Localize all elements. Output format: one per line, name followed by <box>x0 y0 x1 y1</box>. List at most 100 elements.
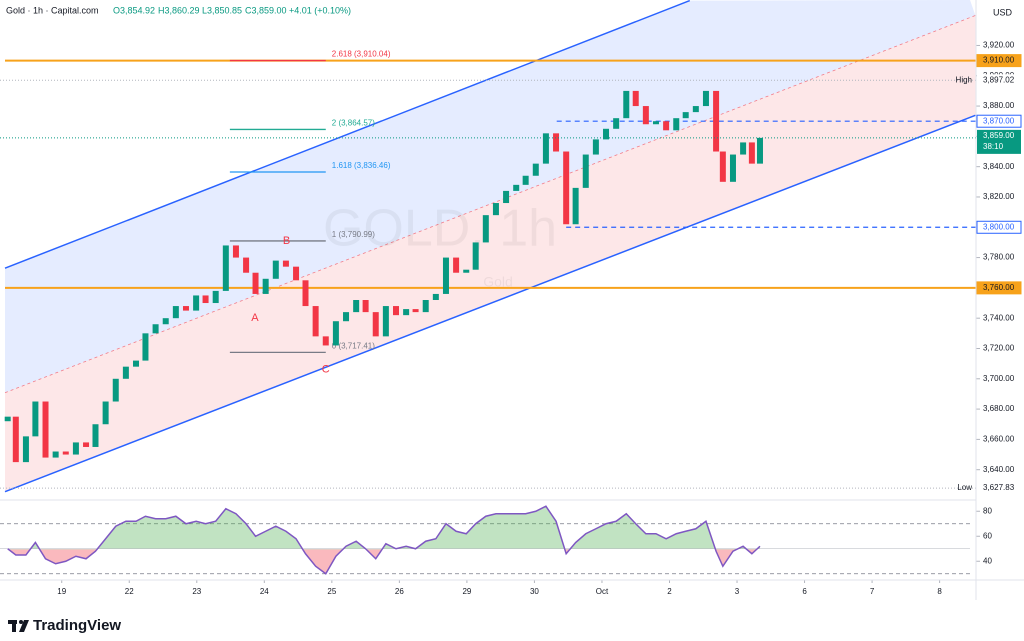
candle-body <box>442 257 449 294</box>
y-tick-label: 3,820.00 <box>983 192 1015 201</box>
candle-body <box>432 293 439 300</box>
candle-body <box>403 309 410 316</box>
candle-body <box>382 306 389 337</box>
channel-lower-fill <box>5 15 976 492</box>
ohlc-high: H3,860.29 <box>158 5 200 15</box>
level-label: 3,910.00 <box>983 56 1015 65</box>
candle-body <box>740 142 747 155</box>
watermark-sub: Gold <box>483 274 513 290</box>
x-tick-label: Oct <box>596 587 609 596</box>
candle-body <box>202 295 209 304</box>
low-name: Low <box>957 483 972 492</box>
y-tick-label: 3,660.00 <box>983 435 1015 444</box>
candle-body <box>756 137 763 164</box>
candle-body <box>83 442 90 447</box>
candle-body <box>592 139 599 155</box>
x-tick-label: 22 <box>125 587 134 596</box>
candle-body <box>513 184 520 191</box>
symbol: Gold · 1h · Capital.com <box>6 5 99 15</box>
candle-body <box>122 366 129 379</box>
watermark: GOLD, 1h <box>323 200 557 258</box>
candle-body <box>72 442 79 455</box>
x-tick-label: 25 <box>327 587 336 596</box>
fib-label: 2.618 (3,910.04) <box>332 50 391 59</box>
candle-body <box>729 154 736 182</box>
candle-body <box>652 121 659 125</box>
candle-body <box>572 187 579 225</box>
osc-area-down <box>8 549 757 574</box>
candle-body <box>52 451 59 458</box>
candle-body <box>62 451 69 455</box>
x-tick-label: 2 <box>667 587 672 596</box>
candle-body <box>282 260 289 267</box>
level-badge <box>976 220 1022 234</box>
candle-body <box>692 106 699 113</box>
candle-body <box>422 300 429 313</box>
candle-body <box>32 401 39 437</box>
level-label: 3,760.00 <box>983 283 1015 292</box>
low-badge <box>977 482 1021 495</box>
candle-body <box>748 142 755 164</box>
candle-body <box>522 175 529 185</box>
candle-body <box>503 190 510 204</box>
y-tick-label: 3,740.00 <box>983 313 1015 322</box>
y-tick-label: 3,680.00 <box>983 404 1015 413</box>
candle-body <box>42 401 49 458</box>
y-tick-label: 3,880.00 <box>983 101 1015 110</box>
candle-body <box>563 151 570 225</box>
level-badge <box>976 114 1022 128</box>
ohlc-low: L3,850.85 <box>202 5 242 15</box>
candle-body <box>252 272 259 294</box>
x-tick-label: 8 <box>937 587 942 596</box>
candle-body <box>472 242 479 270</box>
candle-body <box>262 278 269 294</box>
pattern-point: A <box>251 312 259 324</box>
fib-label: 1 (3,790.99) <box>332 230 375 239</box>
candle-body <box>412 309 419 313</box>
candle-body <box>603 128 610 140</box>
y-tick-label: 3,920.00 <box>983 41 1015 50</box>
y-tick-label: 3,840.00 <box>983 162 1015 171</box>
candle-body <box>142 333 149 361</box>
osc-tick-label: 80 <box>983 506 992 515</box>
candle-body <box>682 112 689 119</box>
candle-body <box>302 280 309 307</box>
osc-line <box>7 505 761 575</box>
candle-body <box>623 90 630 119</box>
candle-body <box>632 90 639 107</box>
y-tick-label: 3,780.00 <box>983 253 1015 262</box>
level-badge <box>976 281 1022 295</box>
level-label: 3,800.00 <box>983 222 1015 231</box>
candle-body <box>243 257 250 273</box>
channel-lower <box>4 114 976 493</box>
osc-area-up <box>7 506 760 550</box>
brand-name: TradingView <box>33 617 121 634</box>
low-label: 3,627.83 <box>983 483 1015 492</box>
high-label: 3,897.02 <box>983 75 1015 84</box>
x-tick-label: 6 <box>802 587 807 596</box>
currency[interactable]: USD <box>993 7 1013 17</box>
candle-body <box>713 90 720 152</box>
candle-body <box>392 306 399 316</box>
candle-body <box>663 121 670 131</box>
candle-body <box>613 118 620 129</box>
candle-body <box>332 321 339 346</box>
candle-body <box>133 360 140 367</box>
y-tick-label: 3,640.00 <box>983 465 1015 474</box>
candle-body <box>673 118 680 131</box>
candle-body <box>362 300 369 313</box>
candle-body <box>463 269 470 273</box>
high-name: High <box>956 75 972 84</box>
high-badge <box>977 74 1021 87</box>
candle-body <box>222 245 229 291</box>
candle-body <box>212 290 219 304</box>
candle-body <box>542 133 549 164</box>
x-tick-label: 26 <box>395 587 404 596</box>
ohlc-open: O3,854.92 <box>113 5 155 15</box>
ohlc-change: +4.01 (+0.10%) <box>289 5 351 15</box>
candle-body <box>112 378 119 402</box>
fib-label: 2 (3,864.57) <box>332 119 375 128</box>
level-label: 3,870.00 <box>983 116 1015 125</box>
candle-body <box>92 424 99 447</box>
